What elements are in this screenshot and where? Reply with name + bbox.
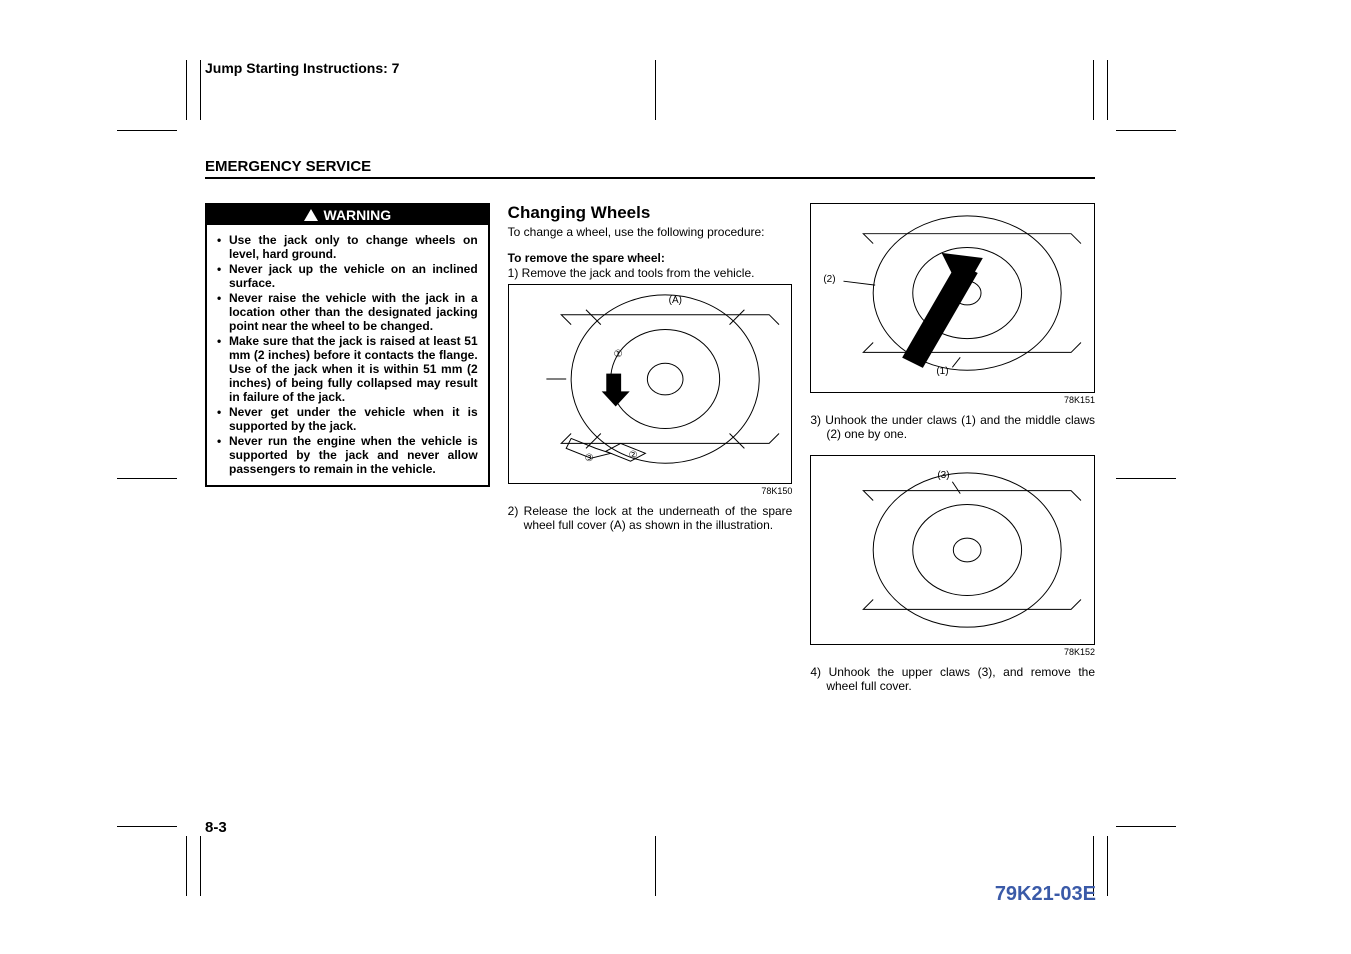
warning-title: WARNING <box>324 207 392 223</box>
crop-mark <box>117 130 177 131</box>
crop-mark <box>186 60 187 120</box>
fig1-label-a: (A) <box>669 295 682 306</box>
fig1-caption: 78K150 <box>508 486 793 496</box>
document-code: 79K21-03E <box>995 883 1096 906</box>
warning-header: WARNING <box>207 205 488 225</box>
header-reference: Jump Starting Instructions: 7 <box>205 60 1095 76</box>
step-3: 3) Unhook the under claws (1) and the mi… <box>810 413 1095 441</box>
page-content: Jump Starting Instructions: 7 EMERGENCY … <box>205 60 1095 697</box>
remove-spare-title: To remove the spare wheel: <box>508 251 793 265</box>
content-columns: WARNING Use the jack only to change whee… <box>205 203 1095 697</box>
warning-item: Use the jack only to change wheels on le… <box>217 233 478 261</box>
figure-78k152: (3) <box>810 455 1095 645</box>
fig3-caption: 78K152 <box>810 647 1095 657</box>
crop-mark <box>1116 478 1176 479</box>
warning-item: Never jack up the vehicle on an inclined… <box>217 262 478 290</box>
crop-mark <box>117 478 177 479</box>
crop-mark <box>1107 836 1108 896</box>
step-1: 1) Remove the jack and tools from the ve… <box>508 266 793 280</box>
fig1-label-1: ① <box>614 349 623 360</box>
crop-mark <box>655 836 656 896</box>
crop-mark <box>117 826 177 827</box>
crop-mark <box>1107 60 1108 120</box>
crop-mark <box>186 836 187 896</box>
fig2-caption: 78K151 <box>810 395 1095 405</box>
fig3-label-3: (3) <box>937 470 949 481</box>
changing-intro: To change a wheel, use the following pro… <box>508 225 793 239</box>
step-2: 2) Release the lock at the underneath of… <box>508 504 793 532</box>
section-title: EMERGENCY SERVICE <box>205 158 1095 179</box>
warning-body: Use the jack only to change wheels on le… <box>207 225 488 485</box>
crop-mark <box>1116 130 1176 131</box>
fig2-label-1: (1) <box>936 366 948 377</box>
warning-item: Make sure that the jack is raised at lea… <box>217 334 478 404</box>
figure-78k151: (2) (1) <box>810 203 1095 393</box>
warning-item: Never raise the vehicle with the jack in… <box>217 291 478 333</box>
crop-mark <box>200 60 201 120</box>
crop-mark <box>200 836 201 896</box>
fig1-label-2: ② <box>629 450 638 461</box>
warning-box: WARNING Use the jack only to change whee… <box>205 203 490 487</box>
fig2-label-2: (2) <box>823 274 835 285</box>
warning-triangle-icon <box>304 209 318 221</box>
crop-mark <box>1116 826 1176 827</box>
step-4: 4) Unhook the upper claws (3), and remov… <box>810 665 1095 693</box>
figure-78k150: (A) ① ② ③ <box>508 284 793 484</box>
page-number: 8-3 <box>205 819 227 836</box>
column-3: (2) (1) 78K151 3) Unhook the under claws… <box>810 203 1095 697</box>
warning-item: Never get under the vehicle when it is s… <box>217 405 478 433</box>
column-1: WARNING Use the jack only to change whee… <box>205 203 490 697</box>
fig1-label-3: ③ <box>585 453 594 464</box>
column-2: Changing Wheels To change a wheel, use t… <box>508 203 793 697</box>
changing-wheels-heading: Changing Wheels <box>508 203 793 223</box>
warning-item: Never run the engine when the vehicle is… <box>217 434 478 476</box>
